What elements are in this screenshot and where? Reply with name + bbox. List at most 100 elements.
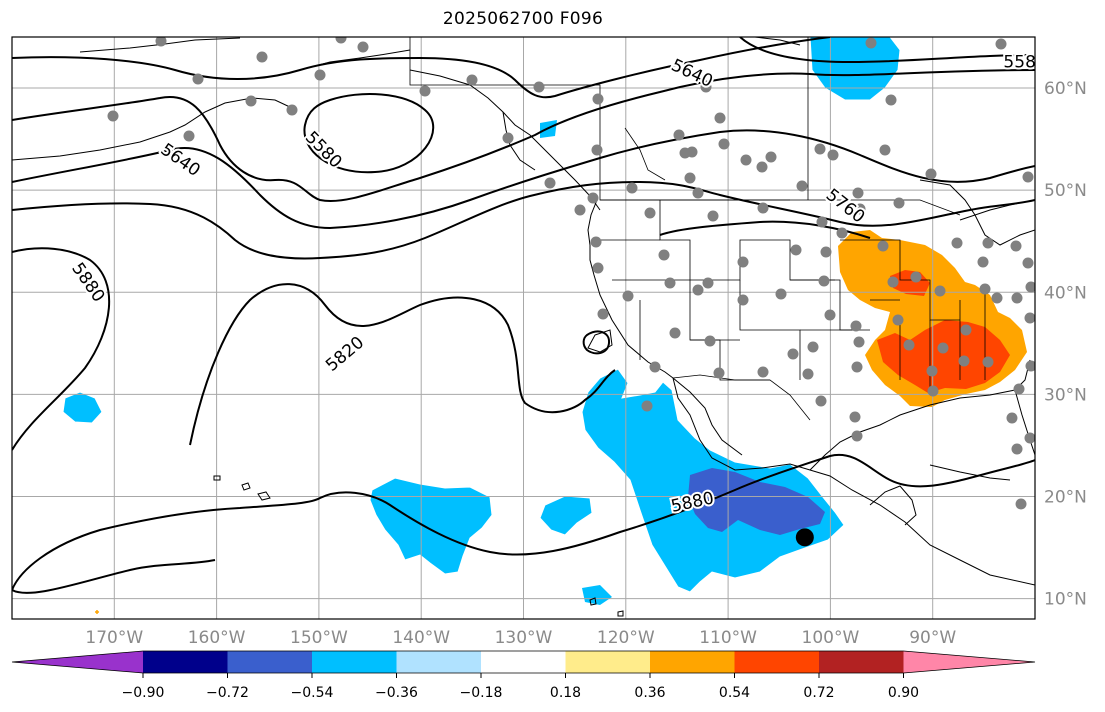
station-dot <box>796 180 808 192</box>
station-dot <box>1013 383 1025 395</box>
colorbar-segment <box>481 651 566 673</box>
station-dot <box>815 395 827 407</box>
station-dot <box>592 262 604 274</box>
latitude-tick-label: 50°N <box>1044 181 1087 201</box>
height-contours <box>12 37 1035 594</box>
station-dot <box>544 177 556 189</box>
station-dot <box>802 368 814 380</box>
station-dots <box>107 37 1035 510</box>
station-dot <box>502 132 514 144</box>
longitude-labels: 170°W 160°W 150°W 140°W 130°W 120°W 110°W 100°W… <box>85 628 956 648</box>
station-dot <box>851 430 863 442</box>
station-dot <box>587 192 599 204</box>
station-dot <box>692 284 704 296</box>
latitude-tick-label: 10°N <box>1044 590 1087 610</box>
station-dot <box>854 203 866 215</box>
station-dot <box>1011 443 1023 455</box>
station-dot <box>893 197 905 209</box>
station-dot <box>286 104 298 116</box>
station-dot <box>707 210 719 222</box>
colorbar-segment <box>227 651 313 673</box>
station-dot <box>686 146 698 158</box>
station-dot <box>684 172 696 184</box>
station-dot <box>256 51 268 63</box>
station-dot <box>757 202 769 214</box>
station-dot <box>818 275 830 287</box>
station-dot <box>704 335 716 347</box>
station-dot <box>590 236 602 248</box>
station-dot <box>357 41 369 53</box>
station-dot <box>765 151 777 163</box>
station-dot <box>995 38 1007 50</box>
station-dot <box>419 85 431 97</box>
forecast-point-marker <box>795 528 814 547</box>
station-dot <box>314 69 326 81</box>
station-dot <box>597 308 609 320</box>
station-dot <box>658 249 670 261</box>
station-dot <box>787 348 799 360</box>
station-dot <box>737 256 749 268</box>
station-dot <box>849 411 861 423</box>
station-dot <box>649 361 661 373</box>
station-dot <box>1024 312 1035 324</box>
station-dot <box>622 290 634 302</box>
station-dot <box>816 216 828 228</box>
station-dot <box>827 149 839 161</box>
station-dot <box>1025 360 1035 372</box>
station-dot <box>824 309 836 321</box>
station-dot <box>877 240 889 252</box>
colorbar-segments <box>11 650 1036 674</box>
station-dot <box>977 256 989 268</box>
latitude-tick-label: 60°N <box>1044 79 1087 99</box>
contour-label: 558 <box>1001 51 1035 75</box>
station-dot <box>700 81 712 93</box>
colorbar-ticks: −0.90 −0.72 −0.54 −0.36 −0.18 0.18 0.36 0.54 0.7… <box>122 673 919 701</box>
station-dot <box>574 204 586 216</box>
colorbar-segment <box>396 651 482 673</box>
station-dot <box>820 246 832 258</box>
station-dot <box>991 292 1003 304</box>
colorbar-segment <box>143 651 228 673</box>
colorbar-segment <box>312 651 397 673</box>
station-dot <box>1010 240 1022 252</box>
longitude-tick-label: 120°W <box>597 628 655 648</box>
longitude-tick-label: 170°W <box>85 628 143 648</box>
station-dot <box>692 187 704 199</box>
longitude-tick-label: 100°W <box>802 628 860 648</box>
station-dot <box>775 288 787 300</box>
station-dot <box>852 187 864 199</box>
station-dot <box>927 385 939 397</box>
station-dot <box>982 356 994 368</box>
colorbar-tick-label: 0.54 <box>719 685 750 701</box>
colorbar-segment <box>819 651 904 673</box>
station-dot <box>155 37 167 47</box>
station-dot <box>591 144 603 156</box>
colorbar-extend-min <box>12 651 143 673</box>
colorbar-tick-label: −0.72 <box>206 685 249 701</box>
station-dot <box>714 112 726 124</box>
latitude-tick-label: 20°N <box>1044 487 1087 507</box>
station-dot <box>934 285 946 297</box>
colorbar-tick-label: −0.90 <box>122 685 165 701</box>
colorbar-segment <box>734 651 820 673</box>
station-dot <box>718 138 730 150</box>
station-dot <box>887 276 899 288</box>
longitude-tick-label: 160°W <box>188 628 246 648</box>
station-dot <box>960 324 972 336</box>
map-title: 2025062700 F096 <box>442 9 604 29</box>
longitude-tick-label: 150°W <box>290 628 348 648</box>
station-dot <box>885 94 897 106</box>
station-dot <box>1024 432 1035 444</box>
station-dot <box>673 129 685 141</box>
colorbar-tick-label: 0.36 <box>634 685 665 701</box>
station-dot <box>335 37 347 44</box>
negative-anomaly-fill <box>62 37 901 605</box>
colorbar-tick-label: 0.72 <box>803 685 834 701</box>
longitude-tick-label: 110°W <box>699 628 757 648</box>
colorbar-extend-max <box>903 651 1035 673</box>
colorbar-tick-label: −0.36 <box>375 685 418 701</box>
station-dot <box>664 277 676 289</box>
station-dot <box>937 342 949 354</box>
longitude-tick-label: 140°W <box>392 628 450 648</box>
